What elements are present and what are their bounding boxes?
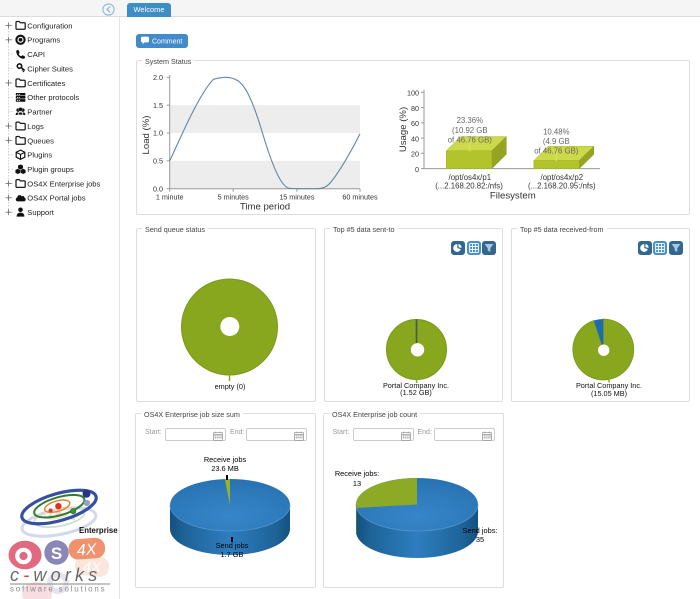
svg-text:80: 80: [411, 104, 419, 113]
svg-text:4X: 4X: [76, 541, 98, 559]
svg-text:Plugins: Plugins: [27, 151, 52, 160]
svg-text:(10.92 GB: (10.92 GB: [452, 126, 488, 135]
svg-text:2.0: 2.0: [153, 73, 163, 82]
svg-text:0.0: 0.0: [153, 184, 163, 193]
svg-text:1.0: 1.0: [153, 129, 163, 138]
svg-text:Cipher Suites: Cipher Suites: [27, 64, 73, 73]
svg-text:/opt/os4x/p2: /opt/os4x/p2: [541, 173, 583, 182]
svg-text:Logs: Logs: [27, 122, 44, 131]
svg-text:Load (%): Load (%): [141, 116, 152, 155]
svg-text:Partner: Partner: [27, 108, 52, 117]
svg-text:OS4X Portal jobs: OS4X Portal jobs: [27, 194, 85, 203]
svg-text:(...2.168.20.95:/nfs): (...2.168.20.95:/nfs): [528, 182, 596, 191]
svg-text:software solutions: software solutions: [10, 585, 106, 594]
svg-text:OS4X Enterprise jobs: OS4X Enterprise jobs: [27, 179, 100, 188]
svg-text:60: 60: [411, 119, 419, 128]
svg-text:60 minutes: 60 minutes: [342, 193, 378, 202]
svg-text:Other protocols: Other protocols: [27, 93, 79, 102]
svg-text:0: 0: [415, 165, 419, 174]
svg-text:c-works: c-works: [10, 565, 101, 585]
svg-text:Queues: Queues: [27, 136, 54, 145]
svg-text:Programs: Programs: [27, 36, 60, 45]
svg-text:20: 20: [411, 150, 419, 159]
svg-text:15 minutes: 15 minutes: [279, 193, 315, 202]
svg-text:Configuration: Configuration: [27, 21, 72, 30]
svg-text:Plugin groups: Plugin groups: [27, 165, 74, 174]
svg-text:Certificates: Certificates: [27, 79, 65, 88]
svg-text:Filesystem: Filesystem: [490, 191, 536, 202]
svg-text:CAPI: CAPI: [27, 50, 45, 59]
svg-text:23.36%: 23.36%: [457, 116, 484, 125]
svg-text:Usage (%): Usage (%): [398, 107, 409, 152]
svg-text:1 minute: 1 minute: [156, 193, 184, 202]
svg-text:S: S: [51, 544, 62, 563]
svg-text:Enterprise: Enterprise: [79, 526, 118, 535]
svg-text:of 46.76 GB): of 46.76 GB): [534, 147, 579, 156]
svg-text:Support: Support: [27, 208, 54, 217]
svg-text:40: 40: [411, 134, 419, 143]
svg-text:0.5: 0.5: [153, 156, 163, 165]
svg-text:(4.9 GB: (4.9 GB: [543, 137, 570, 146]
svg-text:(...2.168.20.82:/nfs): (...2.168.20.82:/nfs): [435, 182, 503, 191]
svg-text:Time period: Time period: [240, 202, 290, 213]
svg-text:100: 100: [407, 89, 419, 98]
svg-text:1.5: 1.5: [153, 101, 163, 110]
svg-text:10.48%: 10.48%: [543, 128, 570, 137]
svg-text:of 46.76 GB): of 46.76 GB): [448, 135, 493, 144]
svg-text:/opt/os4x/p1: /opt/os4x/p1: [449, 173, 491, 182]
svg-text:Comment: Comment: [152, 39, 182, 46]
svg-text:4X: 4X: [83, 559, 102, 576]
svg-text:5 minutes: 5 minutes: [218, 193, 250, 202]
